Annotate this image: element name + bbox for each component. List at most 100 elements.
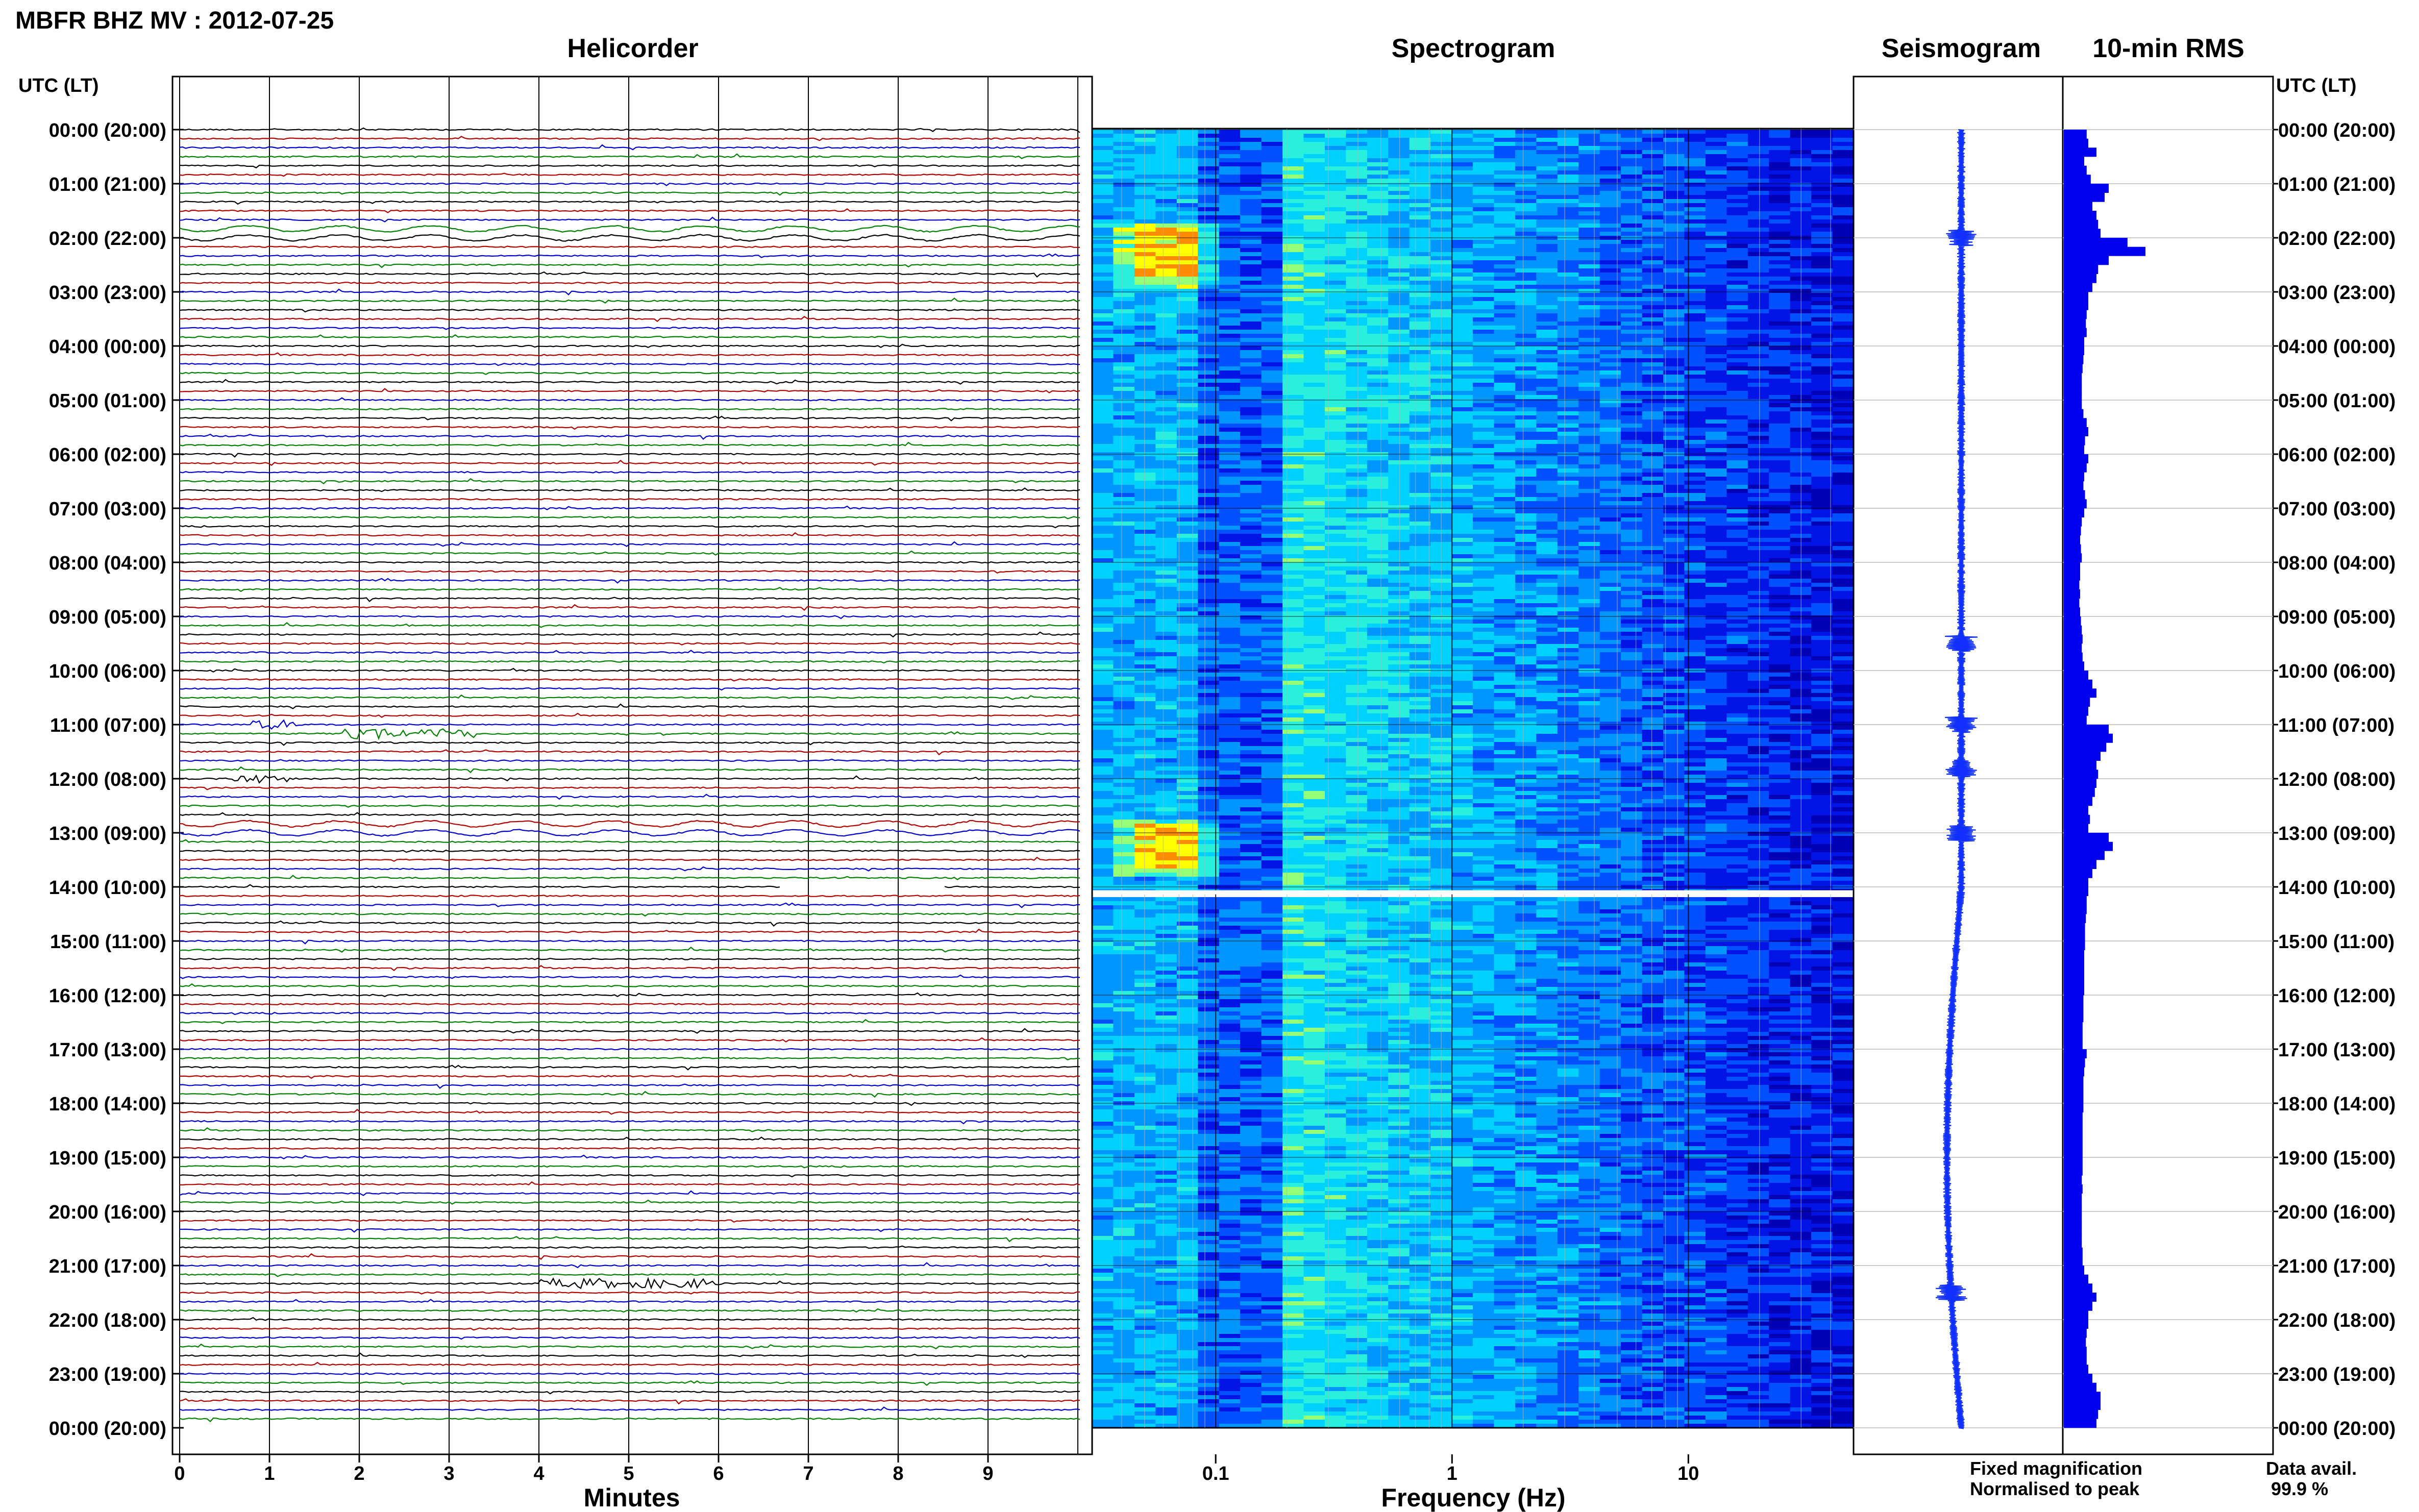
spectrogram-cell xyxy=(1494,673,1516,677)
spectrogram-cell xyxy=(1515,170,1537,175)
spectrogram-cell xyxy=(1367,636,1389,640)
spectrogram-cell xyxy=(1261,428,1283,432)
spectrogram-cell xyxy=(1240,522,1262,526)
spectrogram-cell xyxy=(1811,632,1833,636)
spectrogram-cell xyxy=(1176,550,1198,555)
spectrogram-cell xyxy=(1621,207,1643,212)
spectrogram-cell xyxy=(1642,424,1664,428)
spectrogram-cell xyxy=(1324,313,1346,318)
spectrogram-cell xyxy=(1663,383,1685,387)
spectrogram-cell xyxy=(1621,150,1643,155)
spectrogram-cell xyxy=(1599,179,1621,183)
spectrogram-cell xyxy=(1642,244,1664,249)
spectrogram-cell xyxy=(1113,624,1135,628)
spectrogram-cell xyxy=(1621,134,1643,138)
spectrogram-cell xyxy=(1684,207,1706,212)
spectrogram-cell xyxy=(1092,150,1114,155)
spectrogram-cell xyxy=(1515,473,1537,477)
spectrogram-cell xyxy=(1747,326,1769,330)
spectrogram-cell xyxy=(1832,379,1854,383)
spectrogram-cell xyxy=(1811,436,1833,440)
spectrogram-cell xyxy=(1494,248,1516,253)
spectrogram-cell xyxy=(1747,415,1769,420)
spectrogram-cell xyxy=(1388,558,1410,563)
spectrogram-cell xyxy=(1155,342,1177,346)
spectrogram-cell xyxy=(1811,166,1833,171)
spectrogram-cell xyxy=(1494,607,1516,612)
spectrogram-cell xyxy=(1240,346,1262,351)
spectrogram-cell xyxy=(1092,248,1114,253)
spectrogram-cell xyxy=(1769,407,1791,412)
spectrogram-cell xyxy=(1261,681,1283,685)
spectrogram-cell xyxy=(1747,399,1769,404)
spectrogram-cell xyxy=(1705,619,1727,624)
spectrogram-cell xyxy=(1176,195,1198,200)
spectrogram-cell xyxy=(1388,183,1410,187)
spectrogram-cell xyxy=(1324,370,1346,375)
spectrogram-cell xyxy=(1155,256,1177,261)
spectrogram-cell xyxy=(1642,403,1664,408)
spectrogram-cell xyxy=(1578,342,1600,346)
spectrogram-cell xyxy=(1367,611,1389,616)
spectrogram-cell xyxy=(1599,550,1621,555)
spectrogram-cell xyxy=(1621,350,1643,355)
spectrogram-cell xyxy=(1303,354,1325,359)
spectrogram-cell xyxy=(1092,297,1114,302)
spectrogram-cell xyxy=(1473,619,1494,624)
spectrogram-cell xyxy=(1832,199,1854,204)
spectrogram-cell xyxy=(1261,538,1283,542)
spectrogram-cell xyxy=(1324,403,1346,408)
spectrogram-cell xyxy=(1198,285,1220,289)
spectrogram-cell xyxy=(1261,248,1283,253)
spectrogram-cell xyxy=(1494,268,1516,273)
spectrogram-cell xyxy=(1663,473,1685,477)
spectrogram-cell xyxy=(1134,579,1156,583)
spectrogram-cell xyxy=(1811,424,1833,428)
spectrogram-cell xyxy=(1494,550,1516,555)
spectrogram-cell xyxy=(1578,468,1600,473)
spectrogram-cell xyxy=(1621,489,1643,493)
spectrogram-cell xyxy=(1726,477,1748,481)
spectrogram-cell xyxy=(1409,624,1431,628)
spectrogram-cell xyxy=(1092,579,1114,583)
spectrogram-cell xyxy=(1240,179,1262,183)
spectrogram-cell xyxy=(1557,583,1579,587)
spectrogram-cell xyxy=(1684,440,1706,444)
spectrogram-cell xyxy=(1705,395,1727,400)
spectrogram-cell xyxy=(1663,562,1685,567)
spectrogram-cell xyxy=(1726,228,1748,232)
spectrogram-cell xyxy=(1621,199,1643,204)
spectrogram-cell xyxy=(1536,664,1558,669)
spectrogram-cell xyxy=(1473,301,1494,306)
spectrogram-cell xyxy=(1134,611,1156,616)
spectrogram-cell xyxy=(1092,264,1114,269)
spectrogram-cell xyxy=(1769,603,1791,608)
spectrogram-cell xyxy=(1578,464,1600,469)
spectrogram-cell xyxy=(1113,391,1135,395)
spectrogram-cell xyxy=(1599,546,1621,551)
spectrogram-cell xyxy=(1176,660,1198,665)
spectrogram-cell xyxy=(1282,644,1304,649)
spectrogram-cell xyxy=(1769,285,1791,289)
spectrogram-cell xyxy=(1176,321,1198,326)
spectrogram-cell xyxy=(1621,615,1643,620)
spectrogram-cell xyxy=(1515,530,1537,534)
spectrogram-cell xyxy=(1621,632,1643,636)
spectrogram-cell xyxy=(1176,530,1198,534)
spectrogram-cell xyxy=(1473,162,1494,167)
spectrogram-cell xyxy=(1092,407,1114,412)
spectrogram-cell xyxy=(1769,632,1791,636)
spectrogram-cell xyxy=(1388,419,1410,424)
spectrogram-cell xyxy=(1113,187,1135,191)
spectrogram-cell xyxy=(1494,689,1516,693)
spectrogram-cell xyxy=(1324,219,1346,224)
spectrogram-cell xyxy=(1663,158,1685,163)
spectrogram-cell xyxy=(1473,497,1494,502)
spectrogram-cell xyxy=(1769,660,1791,665)
spectrogram-cell xyxy=(1515,403,1537,408)
spectrogram-cell xyxy=(1726,558,1748,563)
spectrogram-cell xyxy=(1219,403,1241,408)
spectrogram-cell xyxy=(1388,285,1410,289)
spectrogram-cell xyxy=(1705,297,1727,302)
spectrogram-cell xyxy=(1536,199,1558,204)
